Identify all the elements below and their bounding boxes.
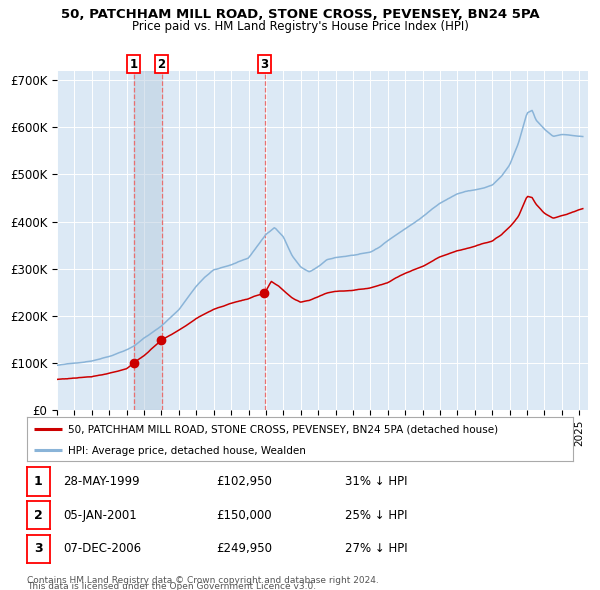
Text: This data is licensed under the Open Government Licence v3.0.: This data is licensed under the Open Gov…: [27, 582, 316, 590]
Text: 1: 1: [34, 475, 43, 488]
Text: 05-JAN-2001: 05-JAN-2001: [63, 509, 137, 522]
Text: 28-MAY-1999: 28-MAY-1999: [63, 475, 140, 488]
Text: £249,950: £249,950: [216, 542, 272, 555]
Text: 3: 3: [260, 58, 269, 71]
Text: 3: 3: [34, 542, 43, 555]
Text: 27% ↓ HPI: 27% ↓ HPI: [345, 542, 407, 555]
Text: 50, PATCHHAM MILL ROAD, STONE CROSS, PEVENSEY, BN24 5PA: 50, PATCHHAM MILL ROAD, STONE CROSS, PEV…: [61, 8, 539, 21]
Text: Price paid vs. HM Land Registry's House Price Index (HPI): Price paid vs. HM Land Registry's House …: [131, 20, 469, 33]
Text: 2: 2: [34, 509, 43, 522]
Text: 1: 1: [130, 58, 138, 71]
Bar: [134, 71, 161, 410]
Text: 2: 2: [158, 58, 166, 71]
Text: 07-DEC-2006: 07-DEC-2006: [63, 542, 141, 555]
Text: 50, PATCHHAM MILL ROAD, STONE CROSS, PEVENSEY, BN24 5PA (detached house): 50, PATCHHAM MILL ROAD, STONE CROSS, PEV…: [68, 425, 498, 434]
Text: 31% ↓ HPI: 31% ↓ HPI: [345, 475, 407, 488]
Text: Contains HM Land Registry data © Crown copyright and database right 2024.: Contains HM Land Registry data © Crown c…: [27, 576, 379, 585]
Text: £102,950: £102,950: [216, 475, 272, 488]
Text: 25% ↓ HPI: 25% ↓ HPI: [345, 509, 407, 522]
Text: £150,000: £150,000: [216, 509, 272, 522]
Text: HPI: Average price, detached house, Wealden: HPI: Average price, detached house, Weal…: [68, 446, 306, 455]
